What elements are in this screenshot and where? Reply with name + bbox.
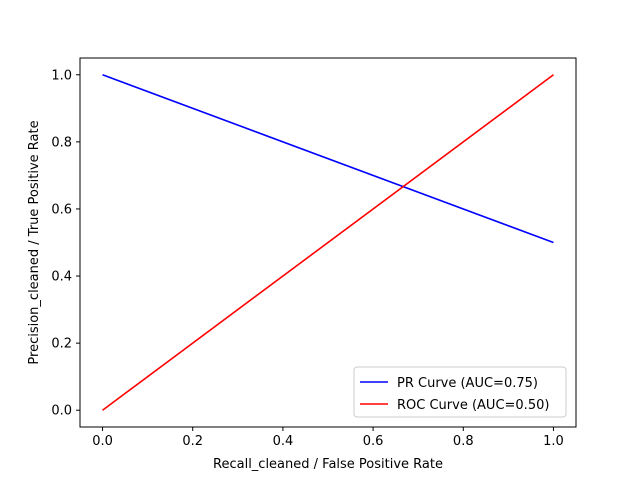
- y-tick-label: 0.4: [51, 270, 72, 285]
- x-tick-label: 0.6: [363, 434, 384, 449]
- series-line-pr-curve: [102, 74, 554, 244]
- x-tick-label: 0.8: [453, 434, 474, 449]
- axes-frame: [79, 57, 577, 428]
- x-tick-label: 0.2: [182, 434, 203, 449]
- y-tick-label: 0.8: [51, 135, 72, 150]
- legend: PR Curve (AUC=0.75) ROC Curve (AUC=0.50): [353, 366, 567, 418]
- y-tick-label: 1.0: [51, 68, 72, 83]
- y-tick-label: 0.0: [51, 404, 72, 419]
- legend-label: PR Curve (AUC=0.75): [397, 376, 538, 391]
- x-tick-label: 0.4: [273, 434, 294, 449]
- legend-box: [353, 366, 567, 418]
- series-layer: [102, 74, 554, 411]
- y-axis-label: Precision_cleaned / True Positive Rate: [27, 120, 42, 364]
- y-tick-label: 0.2: [51, 337, 72, 352]
- y-tick-label: 0.6: [51, 202, 72, 217]
- ticks-layer: 0.0 0.2 0.4 0.6 0.8 1.0 0.0 0.2 0.4 0.6 0.8 1.0: [51, 68, 563, 449]
- x-axis-label: Recall_cleaned / False Positive Rate: [213, 457, 443, 472]
- series-line-roc-curve: [102, 74, 554, 411]
- x-tick-label: 0.0: [92, 434, 113, 449]
- legend-label: ROC Curve (AUC=0.50): [397, 398, 549, 413]
- x-tick-label: 1.0: [543, 434, 564, 449]
